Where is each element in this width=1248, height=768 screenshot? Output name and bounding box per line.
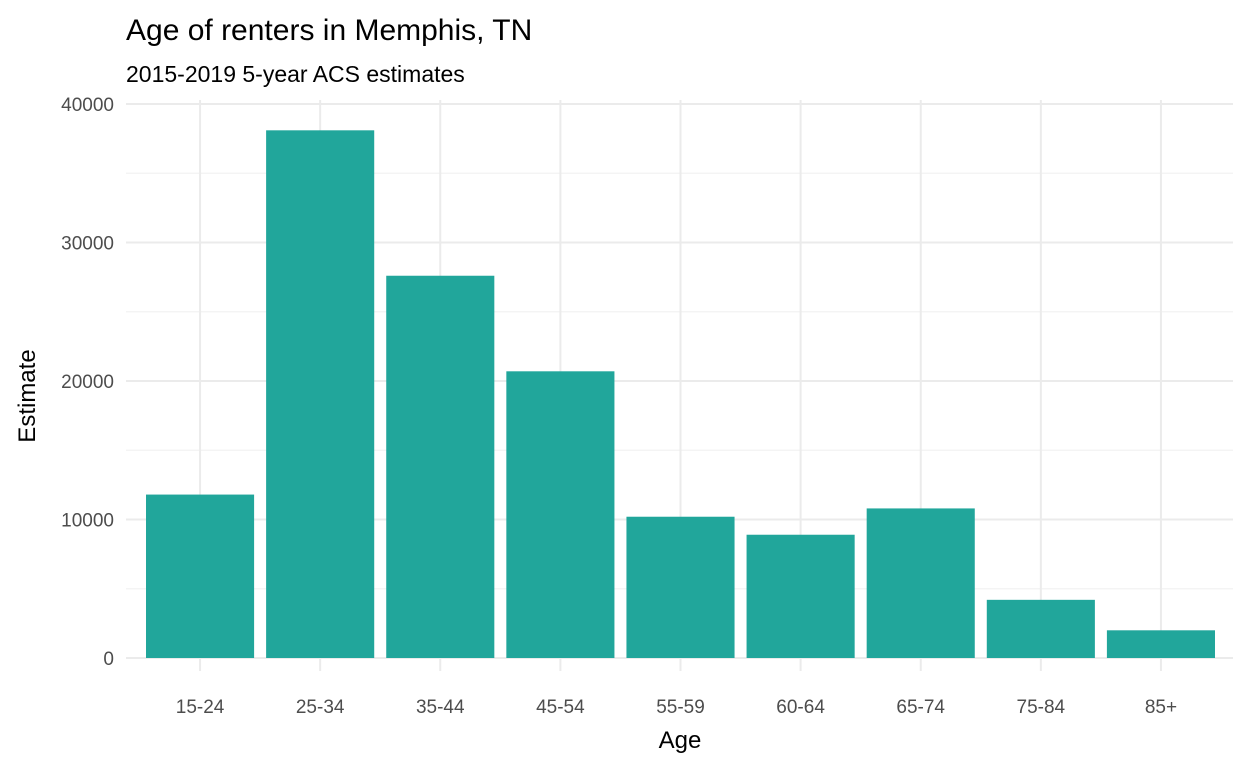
y-axis-title: Estimate <box>14 349 41 442</box>
x-tick-label: 55-59 <box>656 697 705 718</box>
x-tick-label: 35-44 <box>416 697 465 718</box>
y-tick-label: 30000 <box>61 234 114 255</box>
x-tick-label: 65-74 <box>896 697 945 718</box>
x-tick-label: 45-54 <box>536 697 585 718</box>
x-tick-label: 60-64 <box>776 697 825 718</box>
x-axis-tick-labels: 15-24 25-34 35-44 45-54 55-59 60-64 65-74 75-84… <box>176 697 1177 718</box>
bar-25-34 <box>266 130 375 658</box>
bar-75-84 <box>986 599 1095 658</box>
x-tick-label: 15-24 <box>176 697 225 718</box>
y-tick-label: 0 <box>103 649 114 670</box>
y-tick-label: 20000 <box>61 372 114 393</box>
bar-55-59 <box>626 516 735 658</box>
y-tick-label: 40000 <box>61 95 114 116</box>
x-tick-label: 85+ <box>1145 697 1177 718</box>
bar-35-44 <box>386 275 495 658</box>
bar-15-24 <box>146 494 255 658</box>
x-tick-label: 75-84 <box>1017 697 1066 718</box>
bar-60-64 <box>746 534 855 658</box>
y-tick-label: 10000 <box>61 511 114 532</box>
bar-45-54 <box>506 371 615 658</box>
chart-title: Age of renters in Memphis, TN <box>126 14 532 47</box>
bar-85+ <box>1106 630 1215 658</box>
bars <box>146 130 1215 658</box>
x-tick-label: 25-34 <box>296 697 345 718</box>
bar-65-74 <box>866 508 975 658</box>
chart-subtitle: 2015-2019 5-year ACS estimates <box>126 61 465 87</box>
x-axis-title: Age <box>659 727 702 754</box>
y-axis-tick-labels: 0 10000 20000 30000 40000 <box>61 95 114 670</box>
